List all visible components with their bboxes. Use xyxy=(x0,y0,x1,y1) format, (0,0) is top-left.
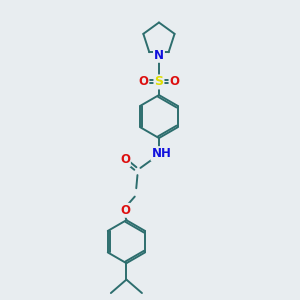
Text: O: O xyxy=(169,75,179,88)
Text: O: O xyxy=(120,204,130,217)
Text: N: N xyxy=(154,49,164,62)
Text: O: O xyxy=(120,153,130,166)
Text: NH: NH xyxy=(152,147,171,160)
Text: S: S xyxy=(154,75,164,88)
Text: O: O xyxy=(138,75,148,88)
